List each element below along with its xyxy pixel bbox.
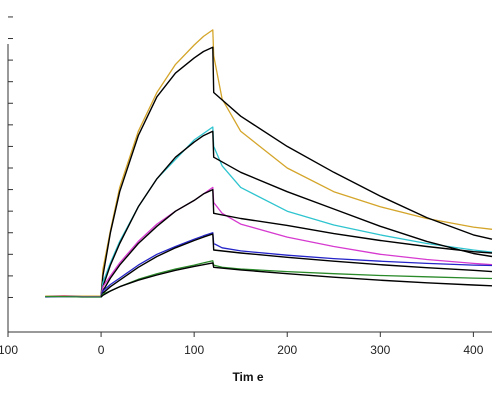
x-tick-label-1: 0	[98, 343, 105, 357]
series-line-8	[45, 260, 493, 298]
series-line-1	[100, 46, 493, 297]
axes: 100 0 100 200 300 400	[0, 16, 492, 357]
series-line-9	[100, 262, 493, 298]
series-line-4	[45, 186, 493, 298]
x-tick-label-2: 100	[184, 343, 204, 357]
x-tick-label-5: 400	[463, 343, 483, 357]
series-line-3	[100, 130, 493, 297]
x-tick-label-0: 100	[0, 343, 18, 357]
series-line-6	[45, 232, 493, 298]
series-line-5	[100, 188, 493, 297]
x-tick-label-3: 200	[277, 343, 297, 357]
series-line-7	[100, 233, 493, 298]
x-axis-title: Tim e	[232, 370, 263, 384]
x-tick-label-4: 300	[370, 343, 390, 357]
series-group	[45, 29, 493, 298]
